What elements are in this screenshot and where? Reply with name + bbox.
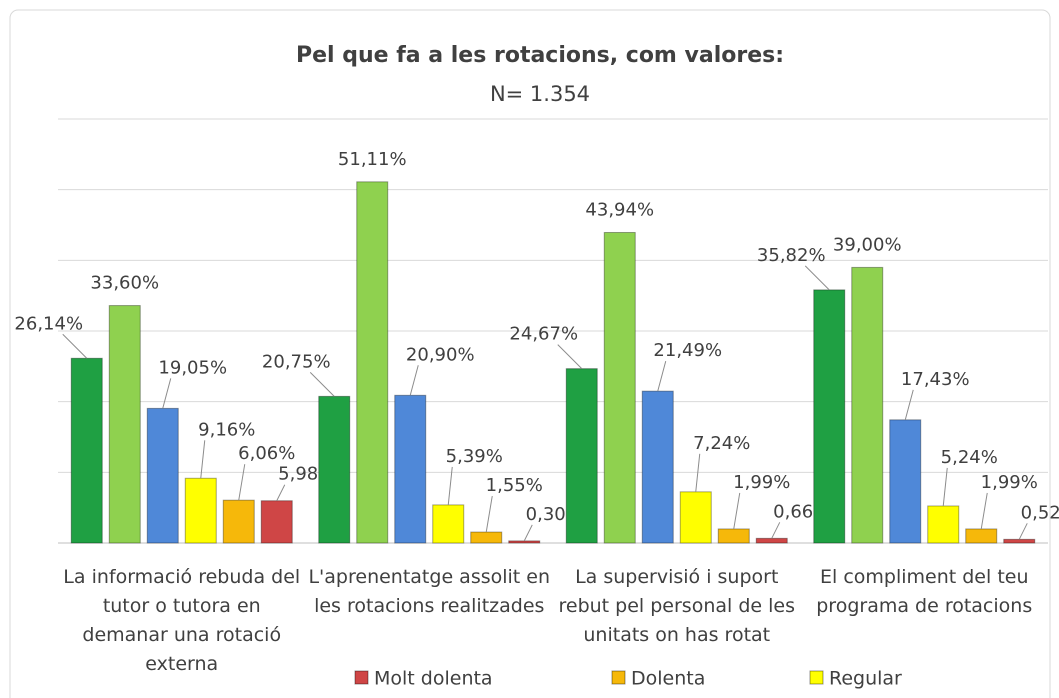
bar [470,531,503,544]
data-label: 0,52% [1021,502,1059,523]
leader-line [200,440,206,479]
bar [717,528,750,544]
data-label: 20,90% [406,344,475,365]
legend-label: Regular [829,668,902,690]
leader-line [162,378,172,409]
bar [146,407,179,544]
leader-line [980,492,988,530]
bar [679,491,712,544]
data-label: 43,94% [585,199,654,220]
data-label: 1,99% [981,472,1038,493]
bar [260,500,293,544]
leader-line [62,333,88,359]
bar [394,394,427,544]
legend-swatch [611,670,626,685]
data-label: 24,67% [509,324,578,345]
legend-label: Dolenta [631,668,705,690]
data-label: 26,14% [14,313,83,334]
bar [508,540,541,544]
bar [1003,538,1036,544]
bar [70,357,103,544]
chart-subtitle: N= 1.354 [490,82,590,106]
leader-line [804,265,830,291]
leader-line [409,365,419,396]
leader-line [309,372,335,397]
bar [603,231,636,544]
chart-title: Pel que fa a les rotacions, com valores: [296,43,784,68]
leader-line [904,389,914,420]
bar [965,528,998,544]
legend-label: Molt dolenta [374,668,493,690]
bar [108,305,141,544]
bar [356,181,389,544]
data-label: 5,24% [941,447,998,468]
bar [184,477,217,544]
leader-line [733,492,741,530]
leader-line [523,524,533,542]
bar [813,289,846,544]
data-label: 35,82% [757,245,826,266]
leader-line [447,466,453,505]
bar [755,537,788,544]
bar [318,395,351,544]
leader-line [485,495,493,533]
data-label: 51,11% [338,149,407,170]
leader-line [557,344,583,370]
bar [927,505,960,544]
data-label: 39,00% [833,234,902,255]
data-label: 21,49% [653,340,722,361]
data-label: 20,75% [262,351,331,372]
bar [641,390,674,544]
leader-line [771,522,781,539]
bar [565,368,598,544]
data-label: 17,43% [901,369,970,390]
bar [851,266,884,544]
leader-line [276,484,286,501]
bar [889,419,922,544]
leader-line [238,464,246,501]
legend-swatch [354,670,369,685]
x-tick-label: El compliment del teu programa de rotaci… [816,566,1033,617]
x-tick-label: La supervisió i suport rebut pel persona… [558,566,796,646]
data-label: 5,39% [446,446,503,467]
data-label: 1,99% [733,472,790,493]
bar [222,499,255,544]
data-label: 7,24% [693,433,750,454]
legend-swatch [809,670,824,685]
data-label: 6,06% [238,443,295,464]
leader-line [1018,523,1028,540]
data-label: 9,16% [198,419,255,440]
bar [432,504,465,544]
data-label: 19,05% [158,357,227,378]
x-tick-label: L'aprenentatge assolit en les rotacions … [308,566,551,617]
leader-line [695,453,701,492]
data-label: 33,60% [90,273,159,294]
leader-line [657,361,667,392]
leader-line [942,467,948,507]
data-label: 1,55% [486,475,543,496]
x-tick-label: La informació rebuda del tutor o tutora … [63,566,301,675]
